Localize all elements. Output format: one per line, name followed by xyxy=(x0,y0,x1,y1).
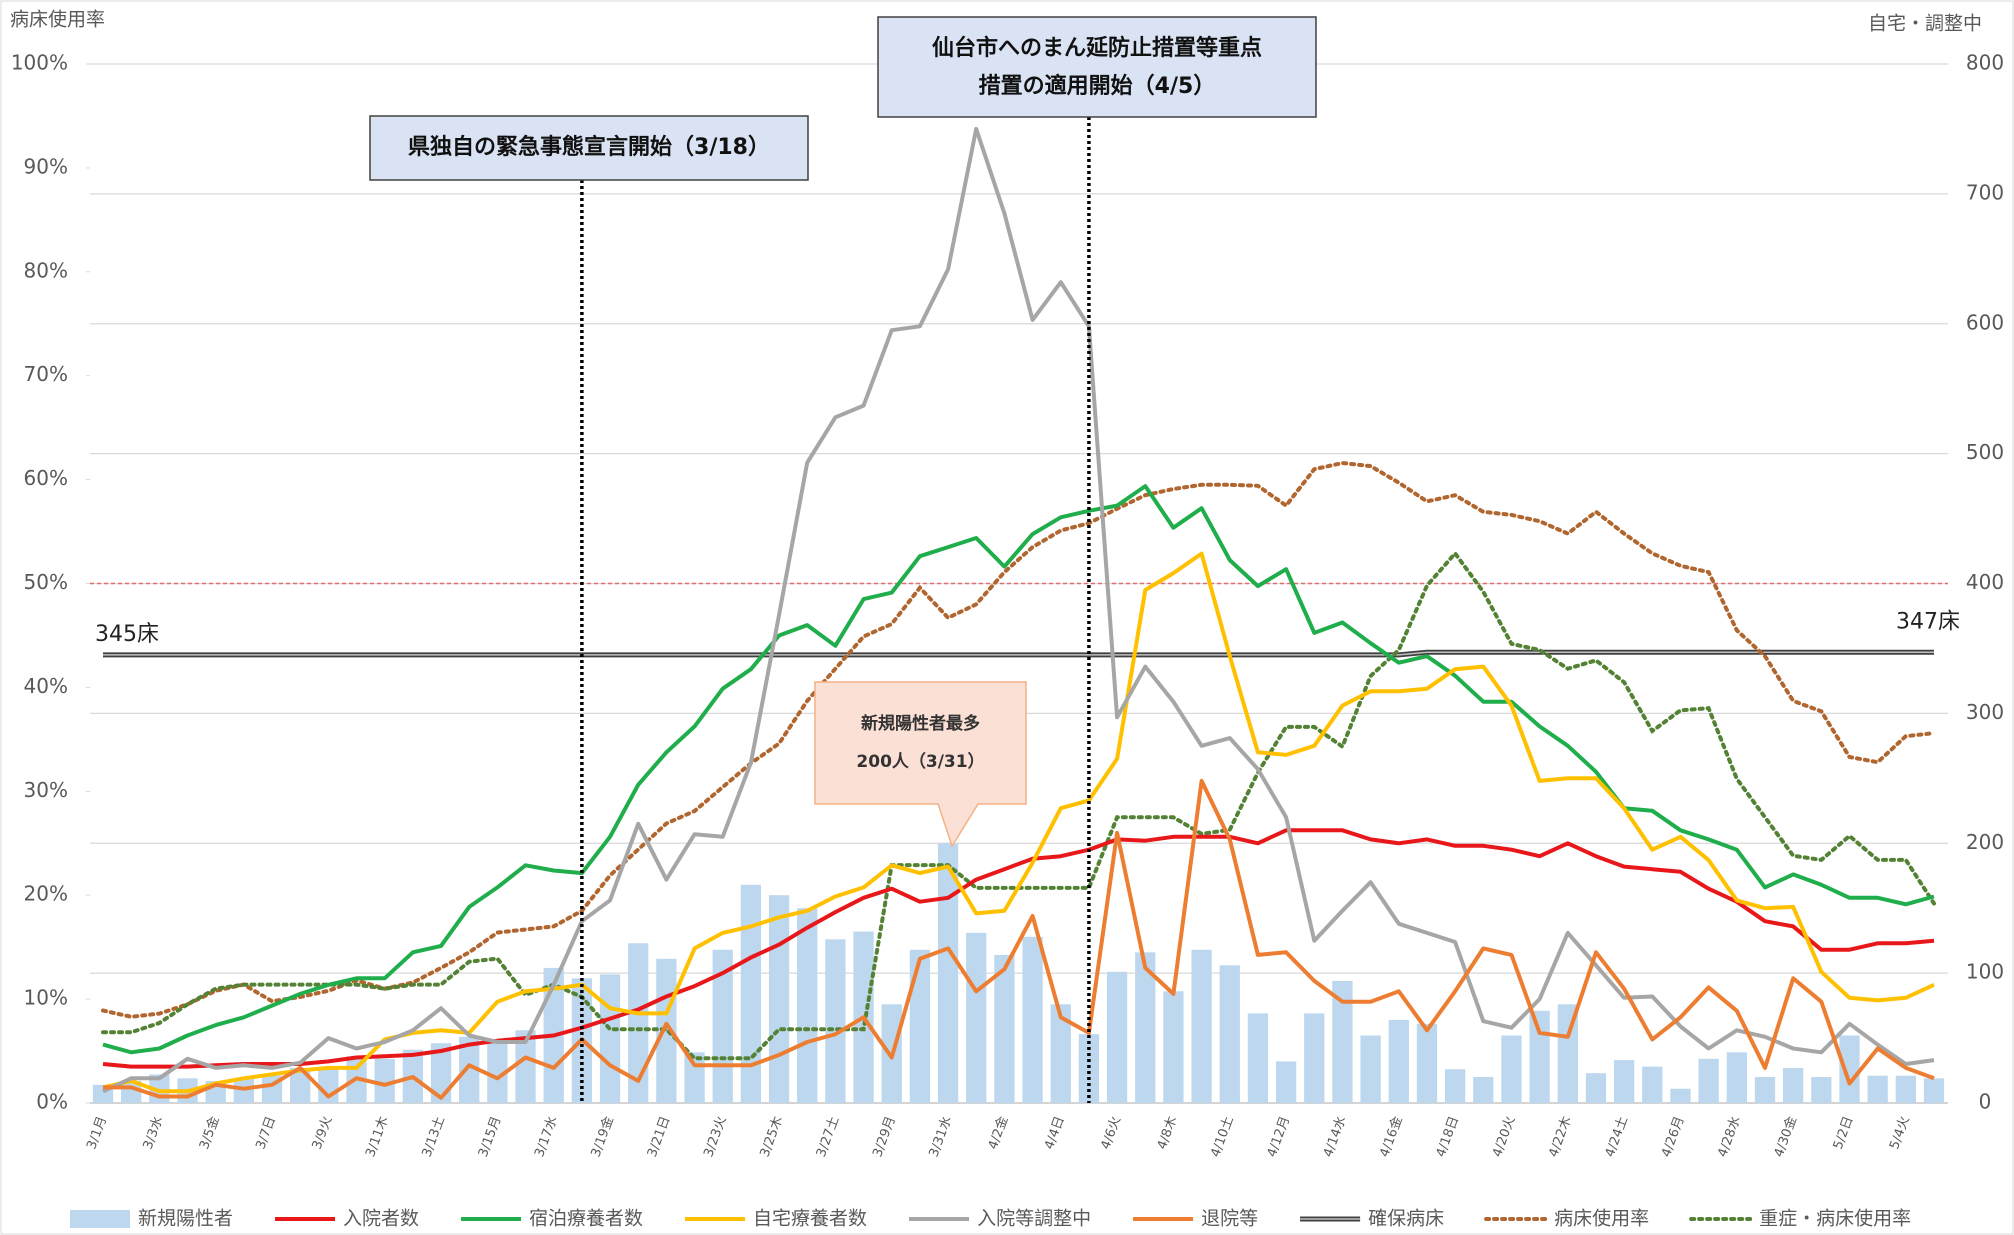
bar xyxy=(1557,1004,1578,1103)
bar xyxy=(1670,1088,1691,1103)
bar xyxy=(515,1030,536,1103)
y-tick-label: 10% xyxy=(24,986,68,1010)
callout-label: 新規陽性者最多 xyxy=(861,713,980,734)
y2-tick-label: 200 xyxy=(1966,830,2004,854)
bar xyxy=(1416,1023,1438,1103)
event-label: 措置の適用開始（4/5） xyxy=(979,73,1216,99)
event-box xyxy=(369,115,809,181)
y2-tick-label: 400 xyxy=(1966,570,2004,594)
legend-label: 重症・病床使用率 xyxy=(1759,1208,1911,1230)
bar xyxy=(290,1067,311,1103)
y-tick-label: 60% xyxy=(24,466,68,490)
bar xyxy=(1022,936,1043,1103)
bar xyxy=(1191,949,1212,1103)
bar xyxy=(599,974,621,1103)
bar xyxy=(430,1043,452,1103)
bed-label: 347床 xyxy=(1896,609,1960,634)
bar xyxy=(1726,1052,1747,1103)
line xyxy=(101,460,1936,1019)
bar xyxy=(1642,1066,1663,1103)
bar xyxy=(684,1052,705,1103)
callout-label: 200人（3/31） xyxy=(856,751,984,772)
y-tick-label: 30% xyxy=(24,778,68,802)
legend-label: 入院者数 xyxy=(343,1208,419,1230)
bar xyxy=(1529,1010,1550,1103)
line xyxy=(102,828,1935,1069)
callout-box xyxy=(814,681,1027,848)
bar xyxy=(1275,1061,1297,1103)
bar xyxy=(740,884,762,1103)
legend-label: 自宅療養者数 xyxy=(753,1208,867,1230)
line-inner xyxy=(103,651,1934,656)
y-tick-label: 70% xyxy=(24,362,68,386)
bar xyxy=(1867,1075,1888,1103)
bar xyxy=(487,1043,508,1103)
bar xyxy=(825,939,846,1103)
bar xyxy=(1501,1035,1522,1103)
y-tick-label: 50% xyxy=(24,570,68,594)
bar xyxy=(1783,1067,1804,1103)
right-axis-label: 自宅・調整中 xyxy=(1868,13,1982,35)
bar xyxy=(1473,1077,1494,1103)
bar xyxy=(1895,1075,1916,1103)
bar xyxy=(1754,1077,1776,1103)
bar xyxy=(1332,980,1353,1103)
bar xyxy=(628,943,649,1103)
bar xyxy=(1811,1077,1832,1103)
bar xyxy=(1360,1035,1381,1103)
y-tick-label: 90% xyxy=(24,154,68,178)
event-label: 県独自の緊急事態宣言開始（3/18） xyxy=(408,134,770,160)
bar xyxy=(1106,971,1128,1103)
y2-tick-label: 800 xyxy=(1966,51,2004,75)
legend-label: 宿泊療養者数 xyxy=(529,1208,643,1230)
bar xyxy=(374,1058,395,1103)
bar xyxy=(1613,1060,1635,1103)
bar xyxy=(1698,1058,1719,1103)
event-box xyxy=(877,16,1317,118)
bar xyxy=(909,949,931,1103)
bar xyxy=(1219,965,1240,1103)
bar xyxy=(994,954,1015,1103)
bar xyxy=(1304,1013,1325,1103)
legend-label: 入院等調整中 xyxy=(977,1208,1091,1230)
bar xyxy=(459,1036,480,1103)
bar xyxy=(1585,1073,1607,1103)
legend-label: 退院等 xyxy=(1201,1208,1258,1230)
bar xyxy=(1135,952,1156,1103)
y2-tick-label: 100 xyxy=(1966,960,2004,984)
bar xyxy=(1839,1035,1860,1103)
y2-tick-label: 600 xyxy=(1966,310,2004,334)
bar xyxy=(1247,1013,1269,1103)
bar xyxy=(797,908,818,1103)
bar xyxy=(1923,1078,1945,1103)
y2-tick-label: 700 xyxy=(1966,180,2004,204)
event-label: 仙台市へのまん延防止措置等重点 xyxy=(932,35,1262,61)
y2-tick-label: 0 xyxy=(1979,1090,1992,1114)
bar xyxy=(937,843,959,1103)
bar xyxy=(1444,1069,1466,1103)
y-tick-label: 20% xyxy=(24,882,68,906)
bar xyxy=(966,932,987,1103)
y-tick-label: 100% xyxy=(11,51,68,75)
y2-tick-label: 300 xyxy=(1966,700,2004,724)
y-tick-label: 0% xyxy=(36,1090,68,1114)
bar xyxy=(1163,991,1184,1103)
bar xyxy=(1388,1019,1409,1103)
left-axis-label: 病床使用率 xyxy=(10,9,105,31)
line xyxy=(102,484,1935,1055)
bar xyxy=(768,895,790,1103)
bar xyxy=(1078,1034,1100,1103)
legend-label: 新規陽性者 xyxy=(138,1208,233,1230)
legend-label: 病床使用率 xyxy=(1554,1208,1649,1230)
line xyxy=(103,778,1935,1100)
y2-tick-label: 500 xyxy=(1966,440,2004,464)
y-tick-label: 80% xyxy=(24,258,68,282)
legend-label: 確保病床 xyxy=(1368,1208,1444,1230)
y-tick-label: 40% xyxy=(24,674,68,698)
bed-label: 345床 xyxy=(95,622,159,647)
legend-swatch xyxy=(70,1210,130,1228)
bar xyxy=(1050,1004,1071,1103)
